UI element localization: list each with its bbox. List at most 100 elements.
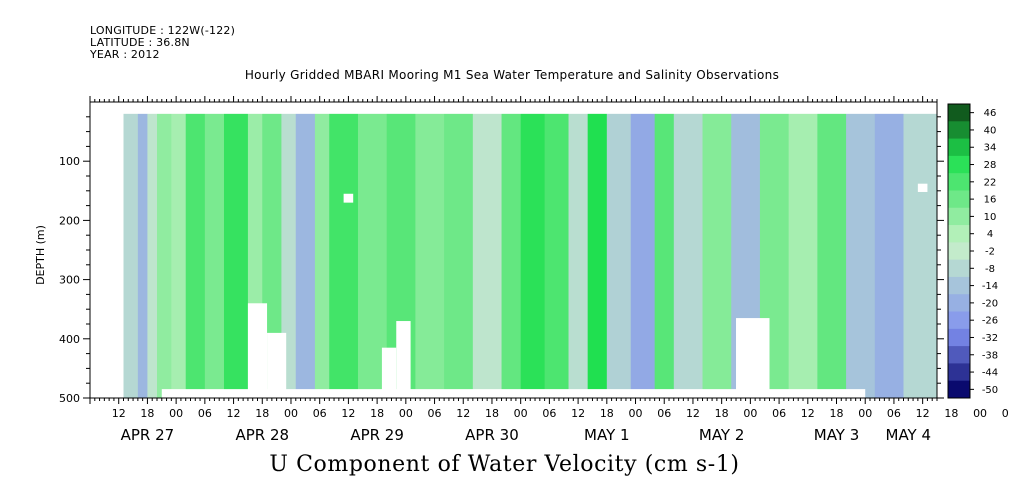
plot-area (90, 102, 938, 398)
colorbar-label: 16 (984, 195, 997, 206)
y-tick-label: 200 (59, 214, 80, 227)
x-hour-label: 18 (140, 407, 154, 420)
colorbar-swatch (948, 155, 970, 174)
colorbar-swatch (948, 225, 970, 243)
velocity-cell (171, 102, 187, 398)
velocity-cell (295, 102, 316, 398)
colorbar-label: -50 (982, 385, 998, 396)
colorbar-label: -26 (982, 316, 998, 327)
missing-data-block (123, 102, 937, 114)
x-hour-label: 18 (944, 407, 958, 420)
x-day-label: MAY 1 (584, 426, 630, 444)
velocity-cell (314, 102, 330, 398)
colorbar-label: 40 (984, 125, 997, 136)
colorbar-label: 10 (984, 212, 997, 223)
velocity-cell (544, 102, 570, 398)
x-hour-label: 00 (514, 407, 528, 420)
colorbar-label: 28 (984, 160, 997, 171)
velocity-cell (444, 102, 474, 398)
velocity-cell (223, 102, 249, 398)
x-hour-label: 06 (772, 407, 786, 420)
velocity-cell (137, 102, 148, 398)
velocity-cell (520, 102, 546, 398)
colorbar-label: -2 (985, 247, 995, 258)
x-hour-label: 06 (198, 407, 212, 420)
colorbar-label: -32 (982, 333, 998, 344)
x-day-label: MAY 3 (814, 426, 860, 444)
velocity-cell (817, 102, 847, 398)
velocity-cell (281, 102, 297, 398)
axes: 12 18 00 06 12 18 00 06 12 18 00 06 12 18 00 06 12 18 00 06… (59, 96, 1009, 444)
missing-data-block (736, 318, 770, 398)
x-hour-label: 00 (399, 407, 413, 420)
colorbar-swatch (948, 121, 970, 139)
colorbar-label: -38 (982, 350, 998, 361)
colorbar-swatch (948, 104, 970, 122)
x-hour-label: 12 (686, 407, 700, 420)
velocity-cell (587, 102, 608, 398)
velocity-cell (606, 102, 632, 398)
x-hour-label: 06 (1002, 407, 1009, 420)
colorbar-label: 34 (984, 143, 997, 154)
colorbar-label: 22 (984, 177, 997, 188)
x-hour-label: 12 (801, 407, 815, 420)
colorbar-swatch (948, 207, 970, 226)
missing-data-block (917, 183, 928, 192)
velocity-cell (568, 102, 589, 398)
colorbar-label: -8 (985, 264, 995, 275)
missing-data-block (90, 102, 124, 398)
velocity-cell (329, 102, 359, 398)
y-axis-label: DEPTH (m) (34, 225, 47, 285)
x-hour-label: 06 (313, 407, 327, 420)
colorbar-swatch (948, 242, 970, 261)
colorbar-label: 46 (984, 108, 997, 119)
missing-data-block (247, 303, 268, 398)
x-hour-label: 00 (743, 407, 757, 420)
colorbar-label: -20 (982, 298, 998, 309)
x-day-label: MAY 2 (699, 426, 745, 444)
colorbar-swatch (948, 190, 970, 209)
x-hour-label: 06 (887, 407, 901, 420)
x-hour-label: 12 (227, 407, 241, 420)
chart-bottom-title: U Component of Water Velocity (cm s-1) (269, 452, 740, 477)
missing-data-block (161, 389, 866, 398)
velocity-cell (630, 102, 656, 398)
velocity-cell (788, 102, 818, 398)
colorbar-swatch (948, 173, 970, 191)
x-hour-label: 00 (629, 407, 643, 420)
velocity-cell (185, 102, 206, 398)
missing-data-block (381, 347, 397, 398)
x-hour-label: 12 (112, 407, 126, 420)
x-hour-label: 06 (657, 407, 671, 420)
x-day-label: APR 28 (235, 426, 289, 444)
x-hour-label: 18 (370, 407, 384, 420)
colorbar-swatch (948, 363, 970, 382)
x-day-label: APR 30 (465, 426, 519, 444)
colorbar-swatch (948, 138, 970, 157)
colorbar-swatch (948, 346, 970, 364)
colorbar-swatch (948, 276, 970, 295)
x-hour-label: 12 (341, 407, 355, 420)
x-hour-label: 00 (973, 407, 987, 420)
missing-data-block (396, 321, 411, 398)
colorbar-label: 4 (987, 229, 993, 240)
x-hour-label: 12 (456, 407, 470, 420)
x-hour-label: 12 (571, 407, 585, 420)
colorbar-swatch (948, 259, 970, 278)
x-hour-label: 00 (169, 407, 183, 420)
y-tick-label: 100 (59, 155, 80, 168)
velocity-cell (702, 102, 732, 398)
velocity-cell (262, 102, 282, 398)
missing-data-block (267, 332, 287, 398)
y-tick-label: 400 (59, 333, 80, 346)
x-hour-label: 12 (916, 407, 930, 420)
colorbar-label: -44 (982, 368, 998, 379)
x-hour-label: 18 (255, 407, 269, 420)
colorbar-swatch (948, 328, 970, 347)
x-hour-label: 00 (284, 407, 298, 420)
colorbar-swatch (948, 311, 970, 330)
colorbar-swatch (948, 294, 970, 312)
x-hour-label: 18 (830, 407, 844, 420)
velocity-cell (415, 102, 445, 398)
